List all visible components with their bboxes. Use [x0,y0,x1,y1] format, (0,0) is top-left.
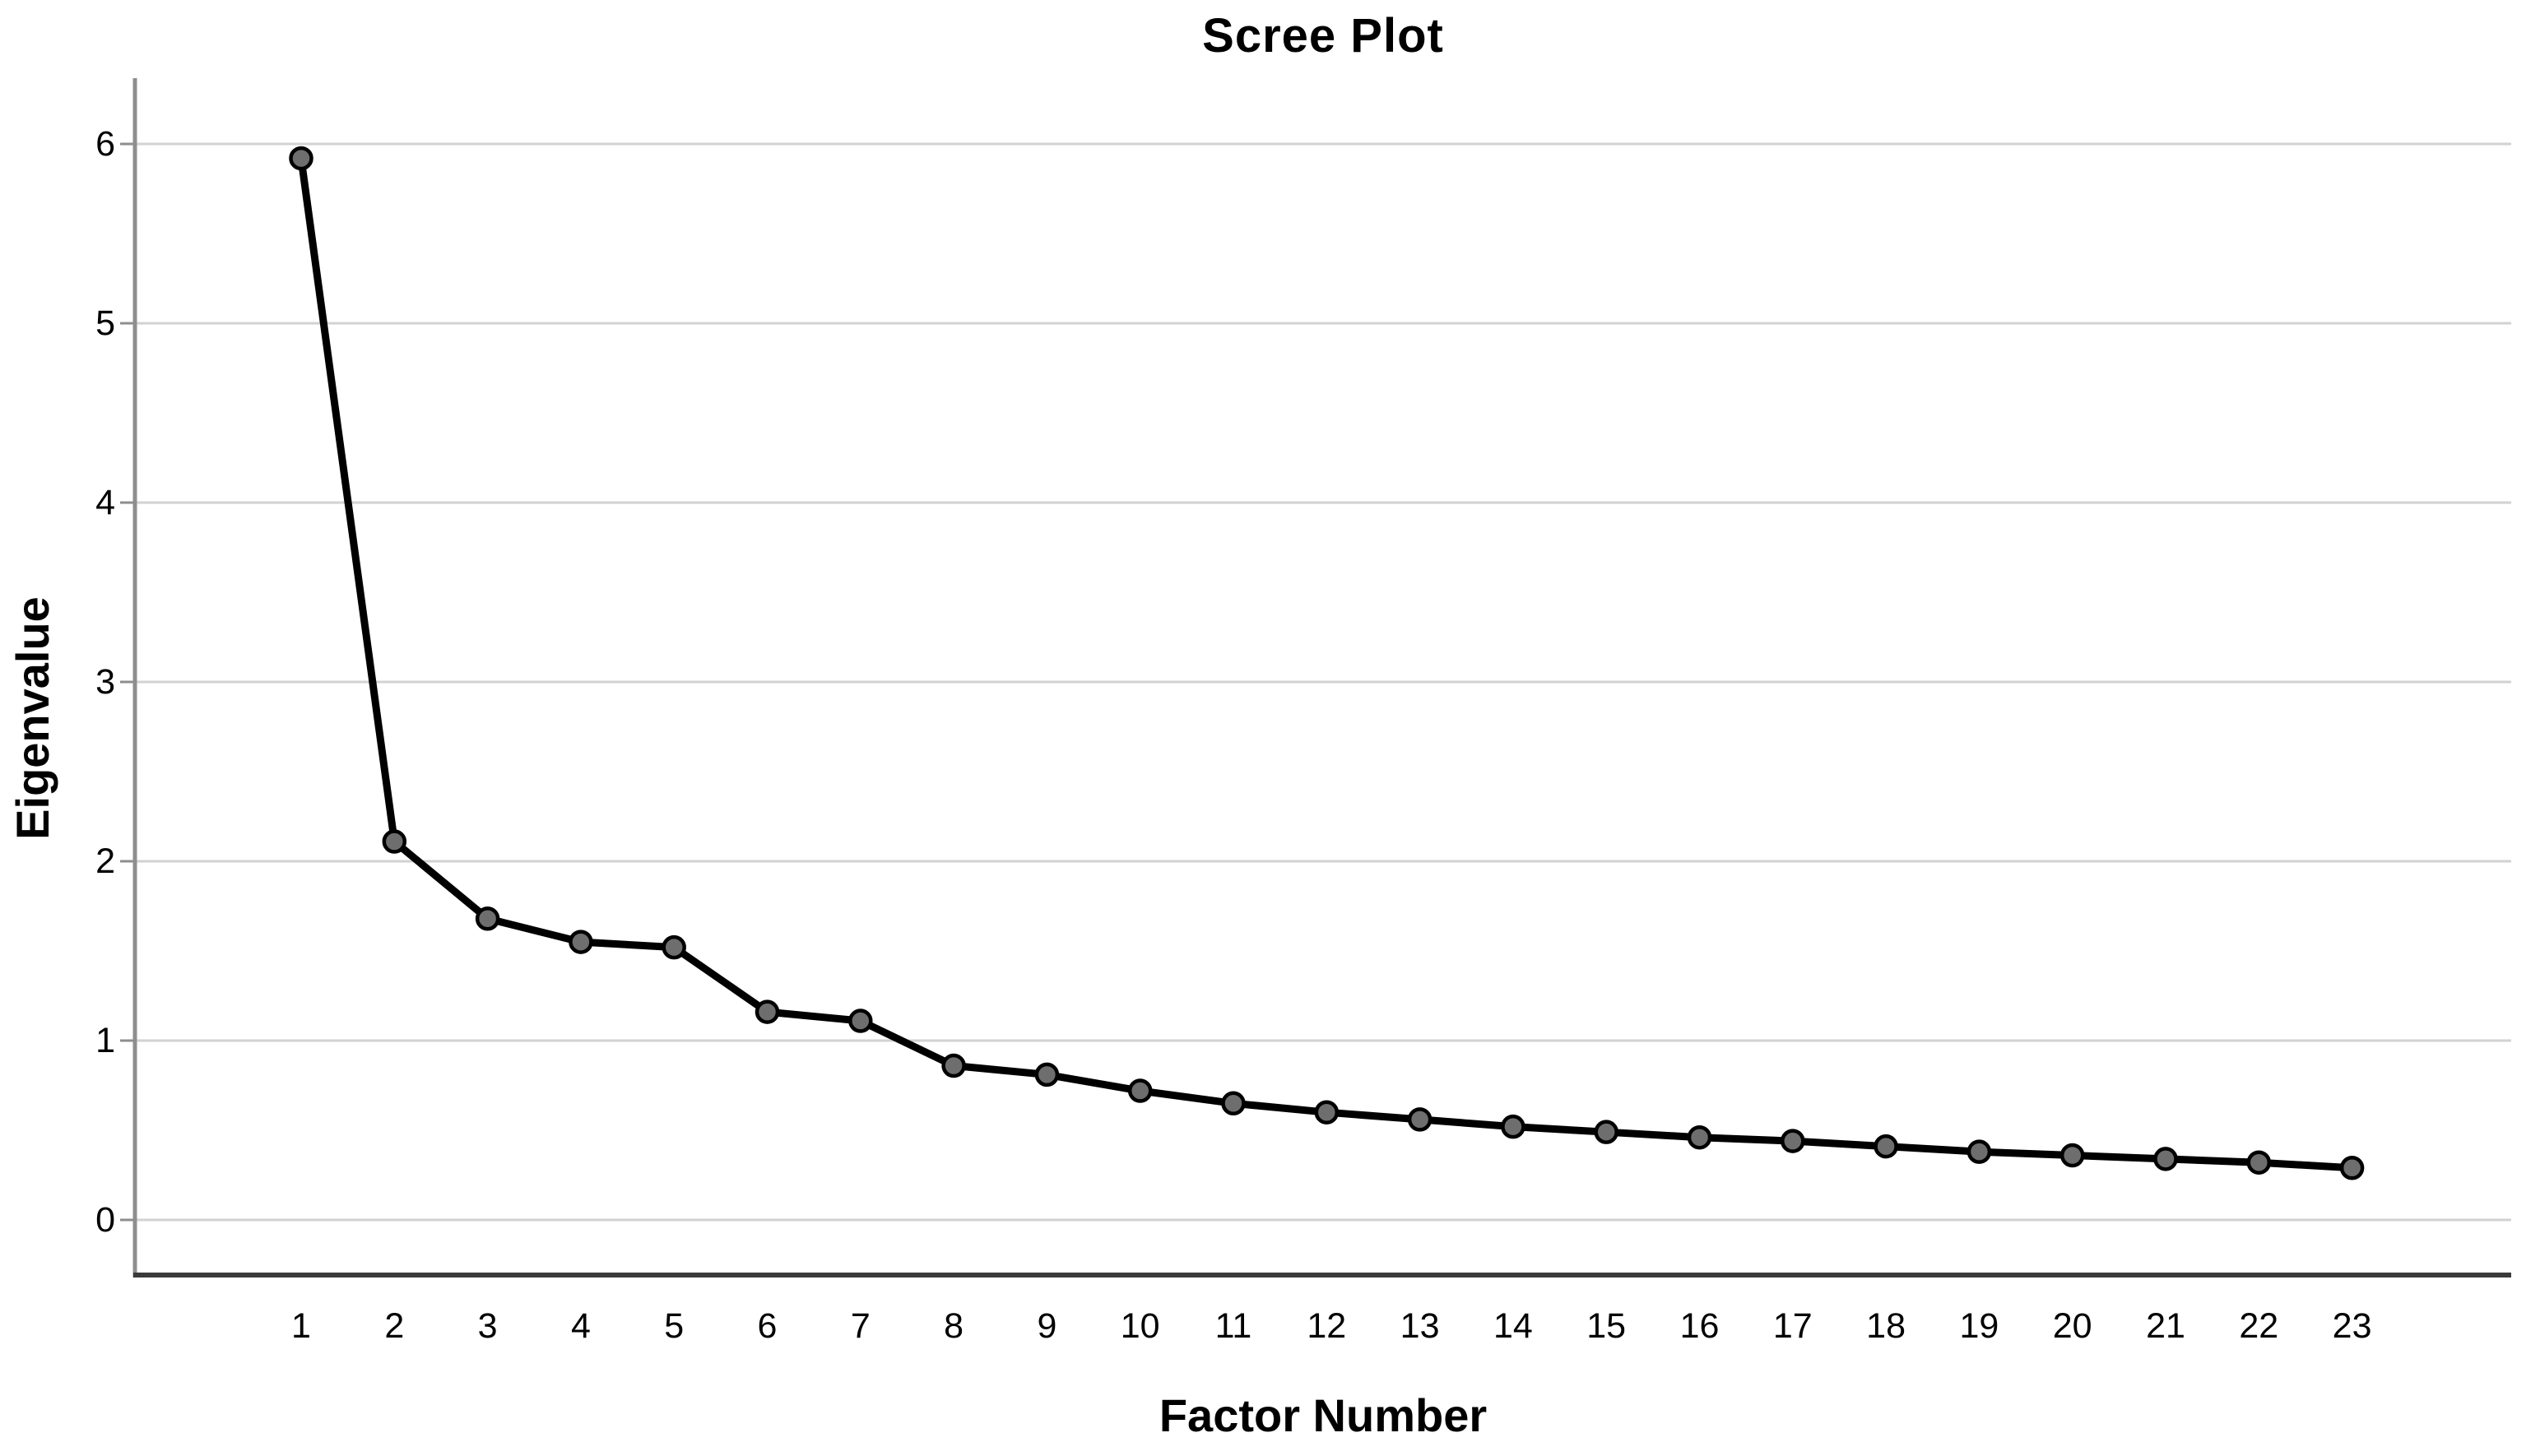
data-point-1 [289,146,313,171]
data-point-16 [1687,1124,1712,1150]
data-point-9 [1034,1062,1060,1087]
x-tick-label: 14 [1493,1306,1533,1346]
y-tick-label: 0 [95,1200,115,1240]
x-tick-label: 23 [2333,1306,2372,1346]
data-points [289,146,2365,1180]
y-tick-label: 5 [95,304,115,343]
series-line [297,154,2357,1172]
x-tick-label: 15 [1586,1306,1626,1346]
data-point-21 [2153,1147,2178,1171]
data-point-17 [1781,1129,1805,1153]
x-tick-label: 20 [2053,1306,2092,1346]
x-tick-label: 22 [2239,1306,2278,1346]
x-tick-label: 19 [1959,1306,1999,1346]
x-tick-label: 12 [1307,1306,1346,1346]
y-axis-title: Eigenvalue [7,596,58,840]
x-tick-label: 7 [851,1306,871,1346]
x-axis-ticks: 1 2 3 4 5 6 7 8 9 10 11 12 13 14 15 16 17 18 19 20 21 22 23 [291,1306,2371,1346]
data-point-13 [1407,1107,1433,1132]
y-axis-ticks: 0 1 2 3 4 5 6 [95,124,135,1240]
x-tick-label: 6 [758,1306,778,1346]
x-tick-label: 13 [1400,1306,1440,1346]
data-point-3 [475,907,500,931]
x-tick-label: 10 [1121,1306,1160,1346]
x-tick-label: 16 [1680,1306,1720,1346]
x-tick-label: 11 [1215,1306,1252,1346]
data-point-23 [2339,1156,2365,1180]
data-point-20 [2059,1143,2085,1168]
data-point-14 [1501,1114,1525,1139]
x-tick-label: 9 [1037,1306,1056,1346]
data-point-8 [941,1053,966,1078]
data-point-22 [2246,1150,2272,1175]
y-tick-label: 1 [95,1021,115,1060]
data-point-11 [1221,1091,1246,1116]
data-point-4 [569,930,593,954]
data-point-5 [662,934,686,960]
x-tick-label: 2 [384,1306,404,1346]
x-tick-label: 21 [2146,1306,2185,1346]
x-tick-label: 5 [664,1306,684,1346]
data-point-7 [848,1009,873,1033]
data-point-18 [1874,1134,1898,1159]
data-point-2 [382,829,407,854]
y-tick-label: 4 [95,483,115,522]
y-tick-label: 2 [95,842,115,881]
data-point-10 [1127,1078,1153,1103]
x-tick-label: 17 [1773,1306,1813,1346]
y-tick-label: 6 [95,124,115,164]
x-tick-label: 8 [944,1306,964,1346]
x-axis-title: Factor Number [1159,1389,1488,1441]
x-tick-label: 1 [291,1306,311,1346]
x-tick-label: 18 [1866,1306,1906,1346]
gridlines [135,142,2511,1222]
data-point-15 [1594,1120,1618,1144]
data-point-19 [1967,1139,1992,1164]
y-tick-label: 3 [95,662,115,702]
data-point-12 [1314,1100,1340,1124]
x-tick-label: 3 [478,1306,498,1346]
chart-title: Scree Plot [1202,9,1444,63]
data-point-6 [755,999,780,1024]
x-tick-label: 4 [571,1306,591,1346]
